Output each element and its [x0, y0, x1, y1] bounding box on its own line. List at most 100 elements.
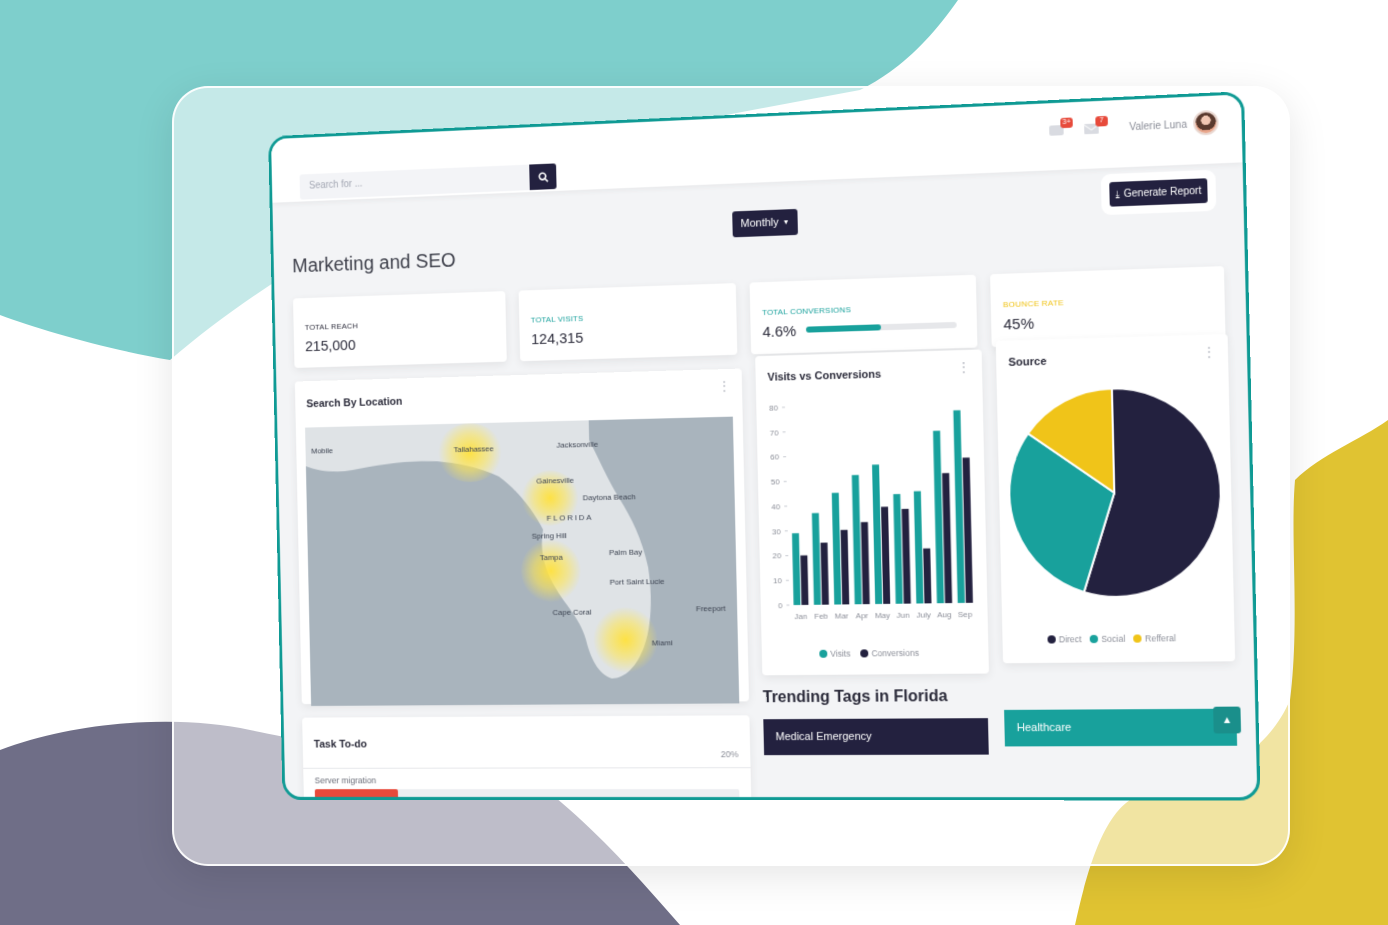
card-title: Search By Location [306, 396, 402, 410]
bar-visits-apr[interactable] [852, 475, 862, 604]
bar-visits-jun[interactable] [893, 494, 903, 604]
stat-label: BOUNCE RATE [1003, 298, 1064, 309]
city-label: Tallahassee [454, 444, 494, 454]
period-label: Monthly [740, 217, 778, 230]
x-tick-label: Jun [896, 611, 909, 620]
pie-chart-legend: Direct Social Refferal [1047, 633, 1176, 645]
legend-item-conversions[interactable]: Conversions [860, 648, 919, 659]
stat-card-total-conversions: TOTAL CONVERSIONS 4.6% [750, 275, 978, 355]
stat-label: TOTAL VISITS [531, 314, 584, 325]
alerts-badge: 3+ [1060, 117, 1073, 128]
alerts-button[interactable]: 3+ [1048, 123, 1067, 140]
legend-label: Social [1101, 634, 1125, 644]
trending-title: Trending Tags in Florida [763, 688, 948, 707]
y-tick-label: 70 [770, 428, 780, 437]
more-options-icon[interactable]: ⋮ [1203, 349, 1216, 356]
generate-report-button[interactable]: ⤓ Generate Report [1109, 178, 1208, 206]
more-options-icon[interactable]: ⋮ [958, 364, 970, 370]
task-name: Server migration [314, 776, 376, 786]
legend-item-visits[interactable]: Visits [819, 649, 850, 659]
bar-visits-sep[interactable] [953, 410, 964, 603]
city-label: Jacksonville [556, 440, 598, 450]
task-progress-track [315, 789, 740, 800]
bar-conversions-apr[interactable] [861, 522, 870, 604]
y-tick-label: 40 [771, 502, 781, 511]
messages-badge: 7 [1095, 116, 1108, 127]
city-label: Palm Bay [609, 548, 642, 557]
dashboard-screen-wrapper: Search for ... 3+ 7 [268, 91, 1260, 800]
bar-visits-feb[interactable] [812, 513, 821, 605]
florida-map[interactable]: Mobile Tallahassee Jacksonville Gainesvi… [305, 417, 739, 706]
x-tick-label: Sep [958, 610, 973, 619]
task-progress-fill [315, 789, 398, 800]
city-label: Port Saint Lucie [610, 577, 665, 587]
y-tick-label: 50 [771, 477, 781, 486]
legend-item-refferal[interactable]: Refferal [1133, 633, 1176, 644]
task-todo-card: Task To-do 20% Server migration [302, 715, 752, 800]
conversions-progress-fill [806, 324, 881, 332]
tag-healthcare[interactable]: Healthcare [1004, 709, 1237, 747]
bar-conversions-july[interactable] [923, 548, 931, 603]
y-tick-label: 10 [773, 576, 783, 585]
tag-medical-emergency[interactable]: Medical Emergency [763, 718, 988, 755]
y-tick-label: 0 [778, 601, 783, 610]
bar-visits-aug[interactable] [933, 431, 944, 604]
dashboard-screen: Search for ... 3+ 7 [268, 91, 1260, 800]
search-icon [538, 171, 549, 182]
city-label: Miami [652, 638, 673, 647]
map-card: Search By Location ⋮ Mobile Tallahassee … [295, 369, 749, 705]
city-label: FLORIDA [547, 513, 594, 523]
card-title: Visits vs Conversions [767, 369, 881, 384]
stat-label: TOTAL CONVERSIONS [762, 305, 851, 317]
avatar[interactable] [1193, 110, 1219, 136]
city-label: Spring Hill [532, 531, 567, 540]
bar-visits-may[interactable] [872, 465, 882, 604]
download-icon: ⤓ [1115, 188, 1119, 199]
user-name[interactable]: Valerie Luna [1129, 119, 1187, 133]
tag-label: Medical Emergency [775, 731, 871, 743]
x-tick-label: Apr [856, 611, 869, 620]
legend-item-social[interactable]: Social [1090, 634, 1126, 645]
messages-button[interactable]: 7 [1083, 121, 1102, 138]
x-tick-label: May [875, 611, 890, 620]
bar-conversions-mar[interactable] [841, 530, 850, 605]
city-label: Cape Coral [552, 608, 591, 617]
bar-conversions-feb[interactable] [820, 543, 828, 605]
stat-card-total-reach: TOTAL REACH 215,000 [293, 291, 507, 368]
bar-visits-jan[interactable] [792, 533, 801, 605]
x-tick-label: Mar [835, 611, 849, 620]
scroll-to-top-button[interactable]: ▲ [1213, 707, 1241, 734]
bar-chart: 01020304050607080Jan Feb Mar Apr May Jun July A… [756, 390, 988, 645]
city-label: Daytona Beach [583, 492, 636, 502]
city-label: Mobile [311, 446, 333, 455]
bar-visits-mar[interactable] [832, 493, 842, 605]
search-input[interactable]: Search for ... [300, 165, 530, 200]
bar-conversions-jan[interactable] [800, 555, 808, 605]
search-button[interactable] [529, 163, 556, 190]
source-card: Source ⋮ Direct Social Refferal [996, 334, 1236, 663]
bar-conversions-may[interactable] [881, 507, 890, 604]
bar-conversions-aug[interactable] [942, 473, 952, 603]
stat-value: 45% [1003, 315, 1034, 333]
visits-conversions-card: Visits vs Conversions ⋮ 0 10 20 30 40 50 60 70 8… [755, 349, 989, 675]
bar-chart-legend: Visits Conversions [819, 648, 919, 659]
stat-card-total-visits: TOTAL VISITS 124,315 [519, 283, 738, 361]
legend-item-direct[interactable]: Direct [1047, 634, 1081, 645]
caret-down-icon: ▼ [783, 219, 790, 226]
search-placeholder: Search for ... [309, 179, 363, 192]
stat-value: 4.6% [762, 323, 796, 341]
more-options-icon[interactable]: ⋮ [718, 383, 730, 389]
y-tick-label: 80 [769, 403, 779, 412]
stat-label: TOTAL REACH [305, 321, 358, 331]
generate-report-label: Generate Report [1124, 185, 1202, 199]
x-tick-label: Aug [937, 610, 952, 619]
y-tick-label: 60 [770, 453, 780, 462]
card-title: Task To-do [314, 739, 367, 751]
bar-conversions-jun[interactable] [902, 509, 911, 604]
x-tick-label: Feb [814, 611, 829, 620]
stat-value: 124,315 [531, 330, 583, 348]
period-dropdown[interactable]: Monthly ▼ [732, 209, 798, 237]
bar-visits-july[interactable] [914, 491, 924, 603]
divider [303, 767, 750, 769]
city-label: Gainesville [536, 476, 574, 486]
